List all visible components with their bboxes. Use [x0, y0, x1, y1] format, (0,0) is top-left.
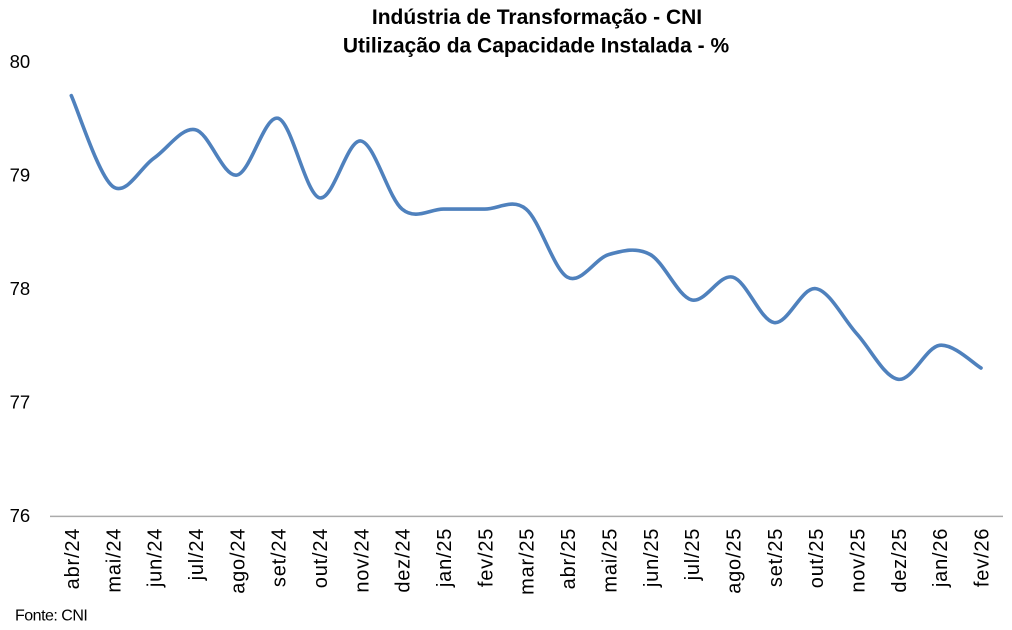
- svg-text:jan/25: jan/25: [434, 528, 456, 588]
- svg-text:jun/25: jun/25: [641, 528, 663, 588]
- svg-text:abr/24: abr/24: [62, 528, 84, 590]
- svg-text:Utilização da Capacidade Insta: Utilização da Capacidade Instalada - %: [343, 34, 730, 57]
- svg-text:nov/25: nov/25: [848, 528, 870, 593]
- svg-text:jul/24: jul/24: [186, 528, 208, 582]
- svg-text:77: 77: [10, 392, 31, 413]
- svg-text:fev/25: fev/25: [475, 528, 497, 587]
- svg-text:set/24: set/24: [269, 528, 291, 587]
- svg-text:jan/26: jan/26: [930, 528, 952, 588]
- svg-text:jul/25: jul/25: [682, 528, 704, 582]
- svg-text:Indústria de Transformação - C: Indústria de Transformação - CNI: [372, 6, 702, 29]
- svg-text:mai/25: mai/25: [600, 528, 622, 593]
- svg-text:out/25: out/25: [806, 528, 828, 588]
- svg-text:mar/25: mar/25: [517, 528, 539, 595]
- svg-text:set/25: set/25: [765, 528, 787, 587]
- svg-text:dez/24: dez/24: [393, 528, 415, 593]
- svg-text:dez/25: dez/25: [889, 528, 911, 593]
- svg-text:80: 80: [10, 51, 31, 72]
- svg-text:Fonte: CNI: Fonte: CNI: [15, 608, 87, 625]
- svg-text:out/24: out/24: [310, 528, 332, 588]
- svg-text:78: 78: [10, 278, 31, 299]
- svg-text:fev/26: fev/26: [972, 528, 994, 587]
- svg-text:76: 76: [10, 505, 31, 526]
- svg-text:jun/24: jun/24: [145, 528, 167, 588]
- svg-text:abr/25: abr/25: [558, 528, 580, 590]
- svg-text:ago/25: ago/25: [724, 528, 746, 594]
- svg-text:mai/24: mai/24: [103, 528, 125, 593]
- svg-text:79: 79: [10, 165, 31, 186]
- svg-text:ago/24: ago/24: [227, 528, 249, 594]
- svg-text:nov/24: nov/24: [351, 528, 373, 593]
